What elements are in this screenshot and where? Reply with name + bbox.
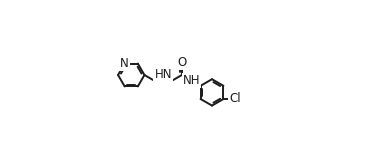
Text: NH: NH xyxy=(183,74,200,87)
Text: N: N xyxy=(120,57,129,70)
Text: Cl: Cl xyxy=(229,93,241,105)
Text: O: O xyxy=(177,56,186,69)
Text: HN: HN xyxy=(154,69,172,81)
